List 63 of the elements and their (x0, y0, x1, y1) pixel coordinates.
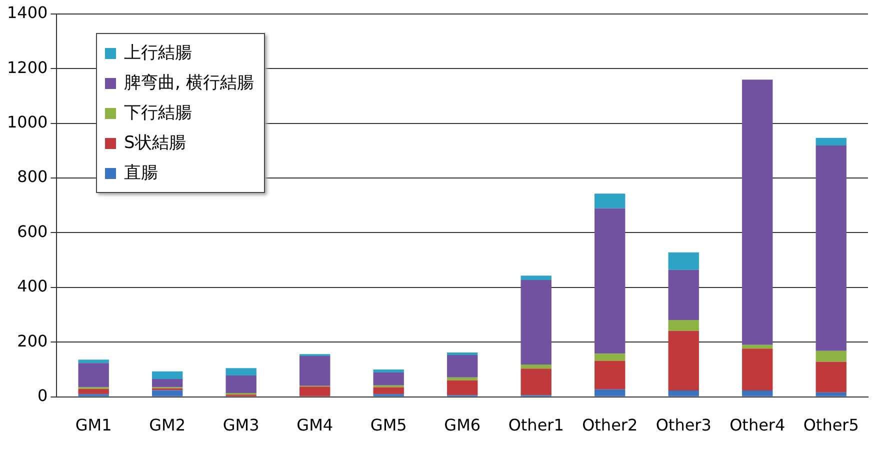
bar (668, 330, 699, 391)
bar (594, 194, 626, 208)
x-tick-label: GM4 (296, 416, 334, 435)
x-tick-label: Other2 (582, 416, 638, 435)
bar (78, 388, 109, 394)
y-tick-label: 800 (17, 167, 48, 186)
bar (373, 387, 404, 394)
y-tick-label: 1000 (7, 112, 48, 132)
legend-label: 脾弯曲, 横行結腸 (124, 72, 254, 95)
y-tick-label: 200 (17, 331, 48, 350)
y-tick-label: 400 (17, 276, 48, 296)
bar (520, 276, 552, 280)
bar (742, 348, 773, 391)
bar (78, 360, 109, 364)
y-tick-label: 1400 (7, 3, 48, 22)
bar (668, 320, 699, 331)
bar (373, 369, 404, 372)
bar (742, 80, 773, 345)
bar (226, 368, 256, 376)
bar (594, 354, 626, 361)
x-tick-label: Other4 (730, 416, 786, 435)
bar (447, 380, 478, 396)
bar (668, 252, 699, 270)
bar (447, 354, 478, 378)
y-tick-label: 1200 (7, 58, 48, 77)
bar (226, 375, 256, 393)
bar (816, 350, 846, 362)
bar (300, 386, 330, 396)
bar (300, 356, 330, 386)
bar (742, 390, 773, 396)
legend-label: S状結腸 (124, 132, 186, 155)
bar (816, 362, 846, 392)
x-tick-label: GM5 (370, 416, 407, 435)
bar (520, 368, 552, 396)
bar (373, 372, 404, 386)
x-tick-label: Other3 (656, 416, 712, 435)
bar (742, 344, 773, 349)
x-tick-label: GM1 (75, 416, 112, 435)
legend-label: 直腸 (124, 162, 158, 185)
bar (668, 270, 699, 320)
x-tick-label: GM2 (149, 416, 186, 435)
bar (152, 390, 183, 396)
x-tick-label: Other5 (803, 416, 859, 435)
bar (520, 364, 552, 369)
y-tick-label: 0 (38, 386, 48, 405)
bar (152, 371, 183, 380)
bar (520, 280, 552, 365)
x-tick-label: GM6 (444, 416, 481, 435)
bar (668, 390, 699, 396)
bar (816, 392, 846, 396)
x-tick-label: GM3 (222, 416, 260, 435)
bar (152, 379, 183, 388)
bar (816, 146, 846, 351)
bar (816, 138, 846, 146)
legend-label: 上行結腸 (124, 42, 192, 65)
bar (447, 377, 478, 380)
bar (594, 389, 626, 396)
x-tick-label: Other1 (508, 416, 564, 435)
y-tick-label: 600 (17, 222, 48, 241)
legend-label: 下行結腸 (124, 102, 192, 125)
bar (594, 360, 626, 390)
bar (594, 208, 626, 354)
bar (78, 363, 109, 388)
